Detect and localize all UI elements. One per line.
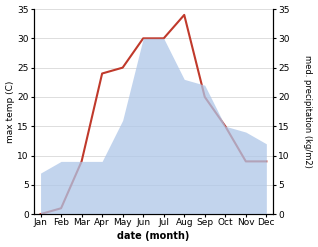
X-axis label: date (month): date (month) xyxy=(117,231,190,242)
Y-axis label: max temp (C): max temp (C) xyxy=(5,80,15,143)
Y-axis label: med. precipitation (kg/m2): med. precipitation (kg/m2) xyxy=(303,55,313,168)
